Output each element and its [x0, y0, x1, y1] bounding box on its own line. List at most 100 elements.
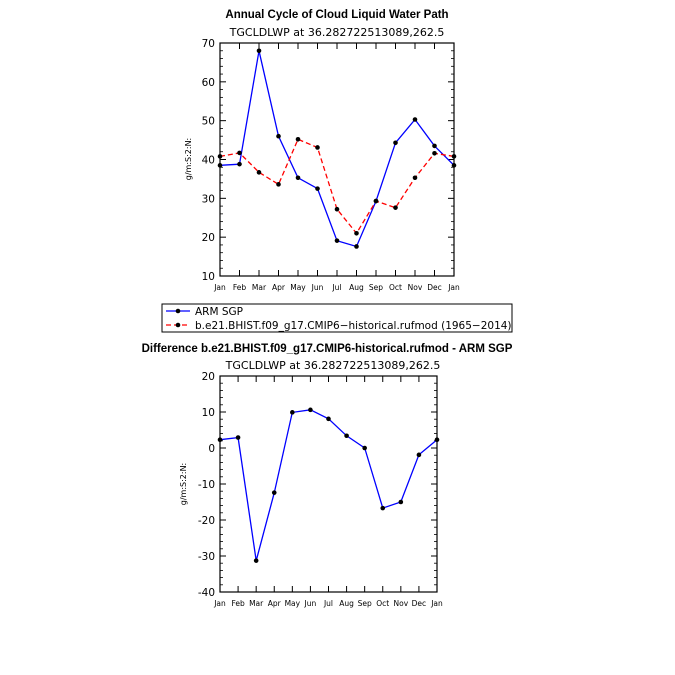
x-tick-label: Feb [233, 283, 247, 292]
x-tick-label: Nov [394, 599, 409, 608]
difference-chart: Difference b.e21.BHIST.f09_g17.CMIP6-his… [142, 343, 513, 608]
y-axis-label: g/m:S:2:N: [184, 138, 193, 181]
legend-marker-model [175, 322, 181, 328]
x-tick-label: Sep [369, 283, 383, 292]
x-tick-label: Dec [427, 283, 442, 292]
data-point [237, 150, 242, 156]
data-point [271, 490, 277, 495]
chart-title: Annual Cycle of Cloud Liquid Water Path [225, 9, 448, 21]
x-tick-label: Apr [268, 599, 282, 608]
y-tick-label: 40 [202, 155, 215, 167]
data-point [295, 137, 301, 142]
x-tick-label: Mar [249, 599, 264, 608]
chart-subtitle: TGCLDLWP at 36.282722513089,262.5 [225, 359, 441, 372]
data-point [393, 140, 398, 146]
data-point [276, 133, 281, 139]
y-tick-label: -20 [198, 515, 215, 527]
data-point [354, 244, 359, 249]
y-tick-label: 10 [202, 271, 215, 283]
y-tick-label: -10 [198, 479, 215, 491]
y-tick-label: 50 [202, 116, 215, 128]
y-tick-label: -30 [198, 551, 215, 563]
x-tick-label: Jun [304, 599, 317, 608]
data-point [308, 407, 313, 413]
data-point [256, 170, 262, 175]
x-tick-label: May [285, 599, 301, 608]
x-tick-label: Jun [311, 283, 324, 292]
y-tick-label: 70 [202, 38, 215, 50]
data-point [217, 163, 223, 168]
legend-box [161, 303, 513, 333]
series-line [219, 50, 455, 248]
data-point [315, 145, 320, 150]
axis-ticks: 10 20 30 40 50 60 70 Jan Feb Mar Apr May Jun Jul Aug Se… [202, 38, 460, 292]
data-point [412, 117, 418, 122]
series-layer [217, 48, 457, 249]
data-point [434, 437, 440, 443]
legend-label-model: b.e21.BHIST.f09_g17.CMIP6−historical.ruf… [195, 320, 512, 332]
annual-cycle-chart: Annual Cycle of Cloud Liquid Water Path … [184, 9, 460, 292]
x-tick-label: Dec [412, 599, 427, 608]
y-tick-label: 0 [208, 443, 215, 455]
y-axis-label: g/m:S:2:N: [179, 463, 188, 506]
y-tick-label: 20 [202, 232, 215, 244]
data-point [256, 48, 262, 54]
legend: ARM SGP b.e21.BHIST.f09_g17.CMIP6−histor… [161, 303, 513, 333]
data-point [451, 154, 457, 159]
x-tick-label: Apr [272, 283, 286, 292]
data-point [380, 505, 386, 511]
chart-title: Difference b.e21.BHIST.f09_g17.CMIP6-his… [142, 343, 513, 355]
data-point [290, 410, 295, 415]
data-point [253, 558, 259, 563]
x-tick-label: Jan [213, 599, 226, 608]
x-tick-label: Oct [376, 599, 389, 608]
data-point [354, 230, 359, 236]
data-point [373, 198, 379, 204]
data-point [398, 499, 404, 505]
y-tick-label: 20 [202, 371, 215, 383]
data-point [334, 206, 340, 212]
data-point [235, 435, 241, 440]
data-point [315, 186, 320, 191]
data-point [295, 175, 301, 181]
y-tick-label: 60 [202, 77, 215, 89]
y-tick-label: 30 [202, 193, 215, 205]
x-tick-label: Jul [331, 283, 341, 292]
x-tick-label: Jan [447, 283, 460, 292]
plot-frame [219, 375, 438, 593]
data-point [344, 433, 349, 439]
x-tick-label: Jan [213, 283, 226, 292]
series-line [219, 138, 455, 235]
x-tick-label: Nov [408, 283, 423, 292]
legend-marker-arm [175, 308, 181, 314]
series-line [219, 409, 438, 561]
y-tick-label: -40 [198, 587, 215, 599]
data-point [416, 452, 422, 458]
data-point [412, 175, 418, 181]
x-tick-label: Aug [349, 283, 364, 292]
data-point [432, 143, 437, 149]
data-point [326, 416, 331, 422]
data-point [451, 163, 457, 168]
legend-label-arm: ARM SGP [195, 306, 243, 318]
data-point [334, 238, 340, 243]
x-tick-label: Mar [252, 283, 267, 292]
x-tick-label: Sep [358, 599, 372, 608]
series-layer [217, 407, 440, 563]
data-point [362, 445, 367, 451]
x-tick-label: Aug [339, 599, 354, 608]
x-tick-label: Feb [231, 599, 245, 608]
data-point [217, 437, 223, 443]
data-point [432, 150, 437, 156]
data-point [276, 182, 281, 187]
axis-ticks: -40 -30 -20 -10 0 10 20 Jan Feb Mar Apr May Jun Jul Au… [198, 371, 443, 608]
x-tick-label: Jul [323, 599, 333, 608]
chart-subtitle: TGCLDLWP at 36.282722513089,262.5 [229, 26, 445, 39]
data-point [393, 205, 398, 210]
y-tick-label: 10 [202, 407, 215, 419]
data-point [237, 161, 242, 167]
data-point [217, 154, 223, 159]
x-tick-label: May [290, 283, 306, 292]
x-tick-label: Oct [389, 283, 402, 292]
